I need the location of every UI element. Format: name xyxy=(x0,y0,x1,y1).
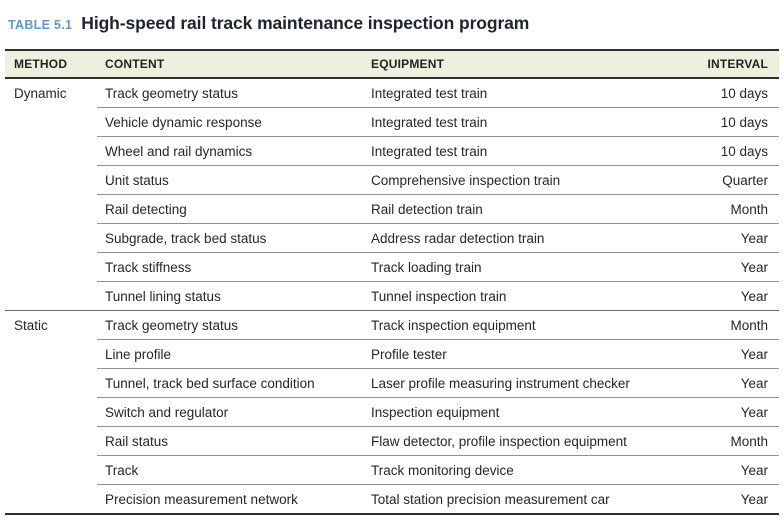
cell-equipment: Track inspection equipment xyxy=(363,310,675,340)
table-row: Track Track monitoring device Year xyxy=(5,455,779,485)
table-row: Vehicle dynamic response Integrated test … xyxy=(5,107,779,137)
cell-interval: Year xyxy=(675,397,779,427)
cell-interval: Month xyxy=(675,194,779,224)
table-row: Dynamic Track geometry status Integrated t… xyxy=(5,78,779,108)
cell-interval: Quarter xyxy=(675,165,779,195)
table-row: Switch and regulator Inspection equipment… xyxy=(5,397,779,427)
cell-content: Unit status xyxy=(97,165,363,195)
cell-method xyxy=(5,166,97,195)
cell-method xyxy=(5,137,97,166)
cell-content: Switch and regulator xyxy=(97,397,363,427)
cell-interval: Year xyxy=(675,339,779,369)
cell-equipment: Flaw detector, profile inspection equipm… xyxy=(363,426,675,456)
table-row: Wheel and rail dynamics Integrated test t… xyxy=(5,136,779,166)
cell-equipment: Track loading train xyxy=(363,252,675,282)
table-title: High-speed rail track maintenance inspec… xyxy=(81,13,530,33)
table-row: Precision measurement network Total stati… xyxy=(5,484,779,515)
table-label: TABLE 5.1 xyxy=(8,18,73,32)
table-row: Rail status Flaw detector, profile inspec… xyxy=(5,426,779,456)
table-row: Tunnel, track bed surface condition Laser… xyxy=(5,368,779,398)
cell-interval: Month xyxy=(675,426,779,456)
cell-interval: Month xyxy=(675,310,779,340)
table-row: Line profile Profile tester Year xyxy=(5,339,779,369)
cell-interval: Year xyxy=(675,223,779,253)
cell-content: Rail status xyxy=(97,426,363,456)
cell-content: Precision measurement network xyxy=(97,484,363,514)
cell-method xyxy=(5,369,97,398)
cell-interval: Year xyxy=(675,455,779,485)
cell-content: Track xyxy=(97,455,363,485)
table-row: Subgrade, track bed status Address radar … xyxy=(5,223,779,253)
cell-interval: 10 days xyxy=(675,136,779,166)
header-row: METHOD CONTENT EQUIPMENT INTERVAL xyxy=(5,49,779,79)
cell-method xyxy=(5,195,97,224)
inspection-program-table: METHOD CONTENT EQUIPMENT INTERVAL Dynami… xyxy=(5,49,779,515)
cell-method xyxy=(5,340,97,369)
cell-content: Subgrade, track bed status xyxy=(97,223,363,253)
cell-content: Wheel and rail dynamics xyxy=(97,136,363,166)
cell-method xyxy=(5,224,97,253)
cell-equipment: Track monitoring device xyxy=(363,455,675,485)
cell-interval: Year xyxy=(675,484,779,514)
cell-content: Line profile xyxy=(97,339,363,369)
table-row: Rail detecting Rail detection train Month xyxy=(5,194,779,224)
cell-equipment: Laser profile measuring instrument check… xyxy=(363,368,675,398)
cell-method xyxy=(5,427,97,456)
cell-content: Track stiffness xyxy=(97,252,363,282)
table-header: METHOD CONTENT EQUIPMENT INTERVAL xyxy=(5,49,779,79)
cell-equipment: Inspection equipment xyxy=(363,397,675,427)
cell-content: Vehicle dynamic response xyxy=(97,107,363,137)
cell-interval: 10 days xyxy=(720,85,768,101)
cell-equipment: Tunnel inspection train xyxy=(363,281,675,311)
cell-equipment: Profile tester xyxy=(363,339,675,369)
cell-interval: Year xyxy=(675,252,779,282)
column-header-equipment: EQUIPMENT xyxy=(363,49,675,79)
cell-equipment: Comprehensive inspection train xyxy=(363,165,675,195)
cell-equipment: Address radar detection train xyxy=(363,223,675,253)
cell-method xyxy=(5,282,97,311)
table-row: Tunnel lining status Tunnel inspection tr… xyxy=(5,281,779,311)
cell-method xyxy=(5,398,97,427)
cell-content: Rail detecting xyxy=(97,194,363,224)
cell-content: Track geometry status xyxy=(105,85,239,101)
cell-method xyxy=(5,456,97,485)
cell-equipment: Integrated test train xyxy=(371,85,488,101)
cell-content: Tunnel, track bed surface condition xyxy=(97,368,363,398)
cell-method xyxy=(5,485,97,515)
table-row: Static Track geometry status Track inspect… xyxy=(5,310,779,340)
cell-method xyxy=(5,253,97,282)
column-header-interval: INTERVAL xyxy=(675,49,779,79)
cell-content: Tunnel lining status xyxy=(97,281,363,311)
table-row: Track stiffness Track loading train Year xyxy=(5,252,779,282)
table-body: Dynamic Track geometry status Integrated t… xyxy=(5,78,779,514)
cell-equipment: Total station precision measurement car xyxy=(363,484,675,514)
cell-interval: Year xyxy=(675,281,779,311)
table-caption: TABLE 5.1 High-speed rail track maintena… xyxy=(8,13,779,34)
table-row: Unit status Comprehensive inspection trai… xyxy=(5,165,779,195)
cell-method xyxy=(5,108,97,137)
cell-interval: Year xyxy=(675,368,779,398)
cell-interval: 10 days xyxy=(675,107,779,137)
column-header-content: CONTENT xyxy=(97,49,363,79)
cell-method: Static xyxy=(5,310,97,340)
column-header-method: METHOD xyxy=(5,49,97,79)
cell-content: Track geometry status xyxy=(97,310,363,340)
cell-method: Dynamic xyxy=(14,85,67,101)
cell-equipment: Integrated test train xyxy=(363,107,675,137)
cell-equipment: Rail detection train xyxy=(363,194,675,224)
cell-equipment: Integrated test train xyxy=(363,136,675,166)
